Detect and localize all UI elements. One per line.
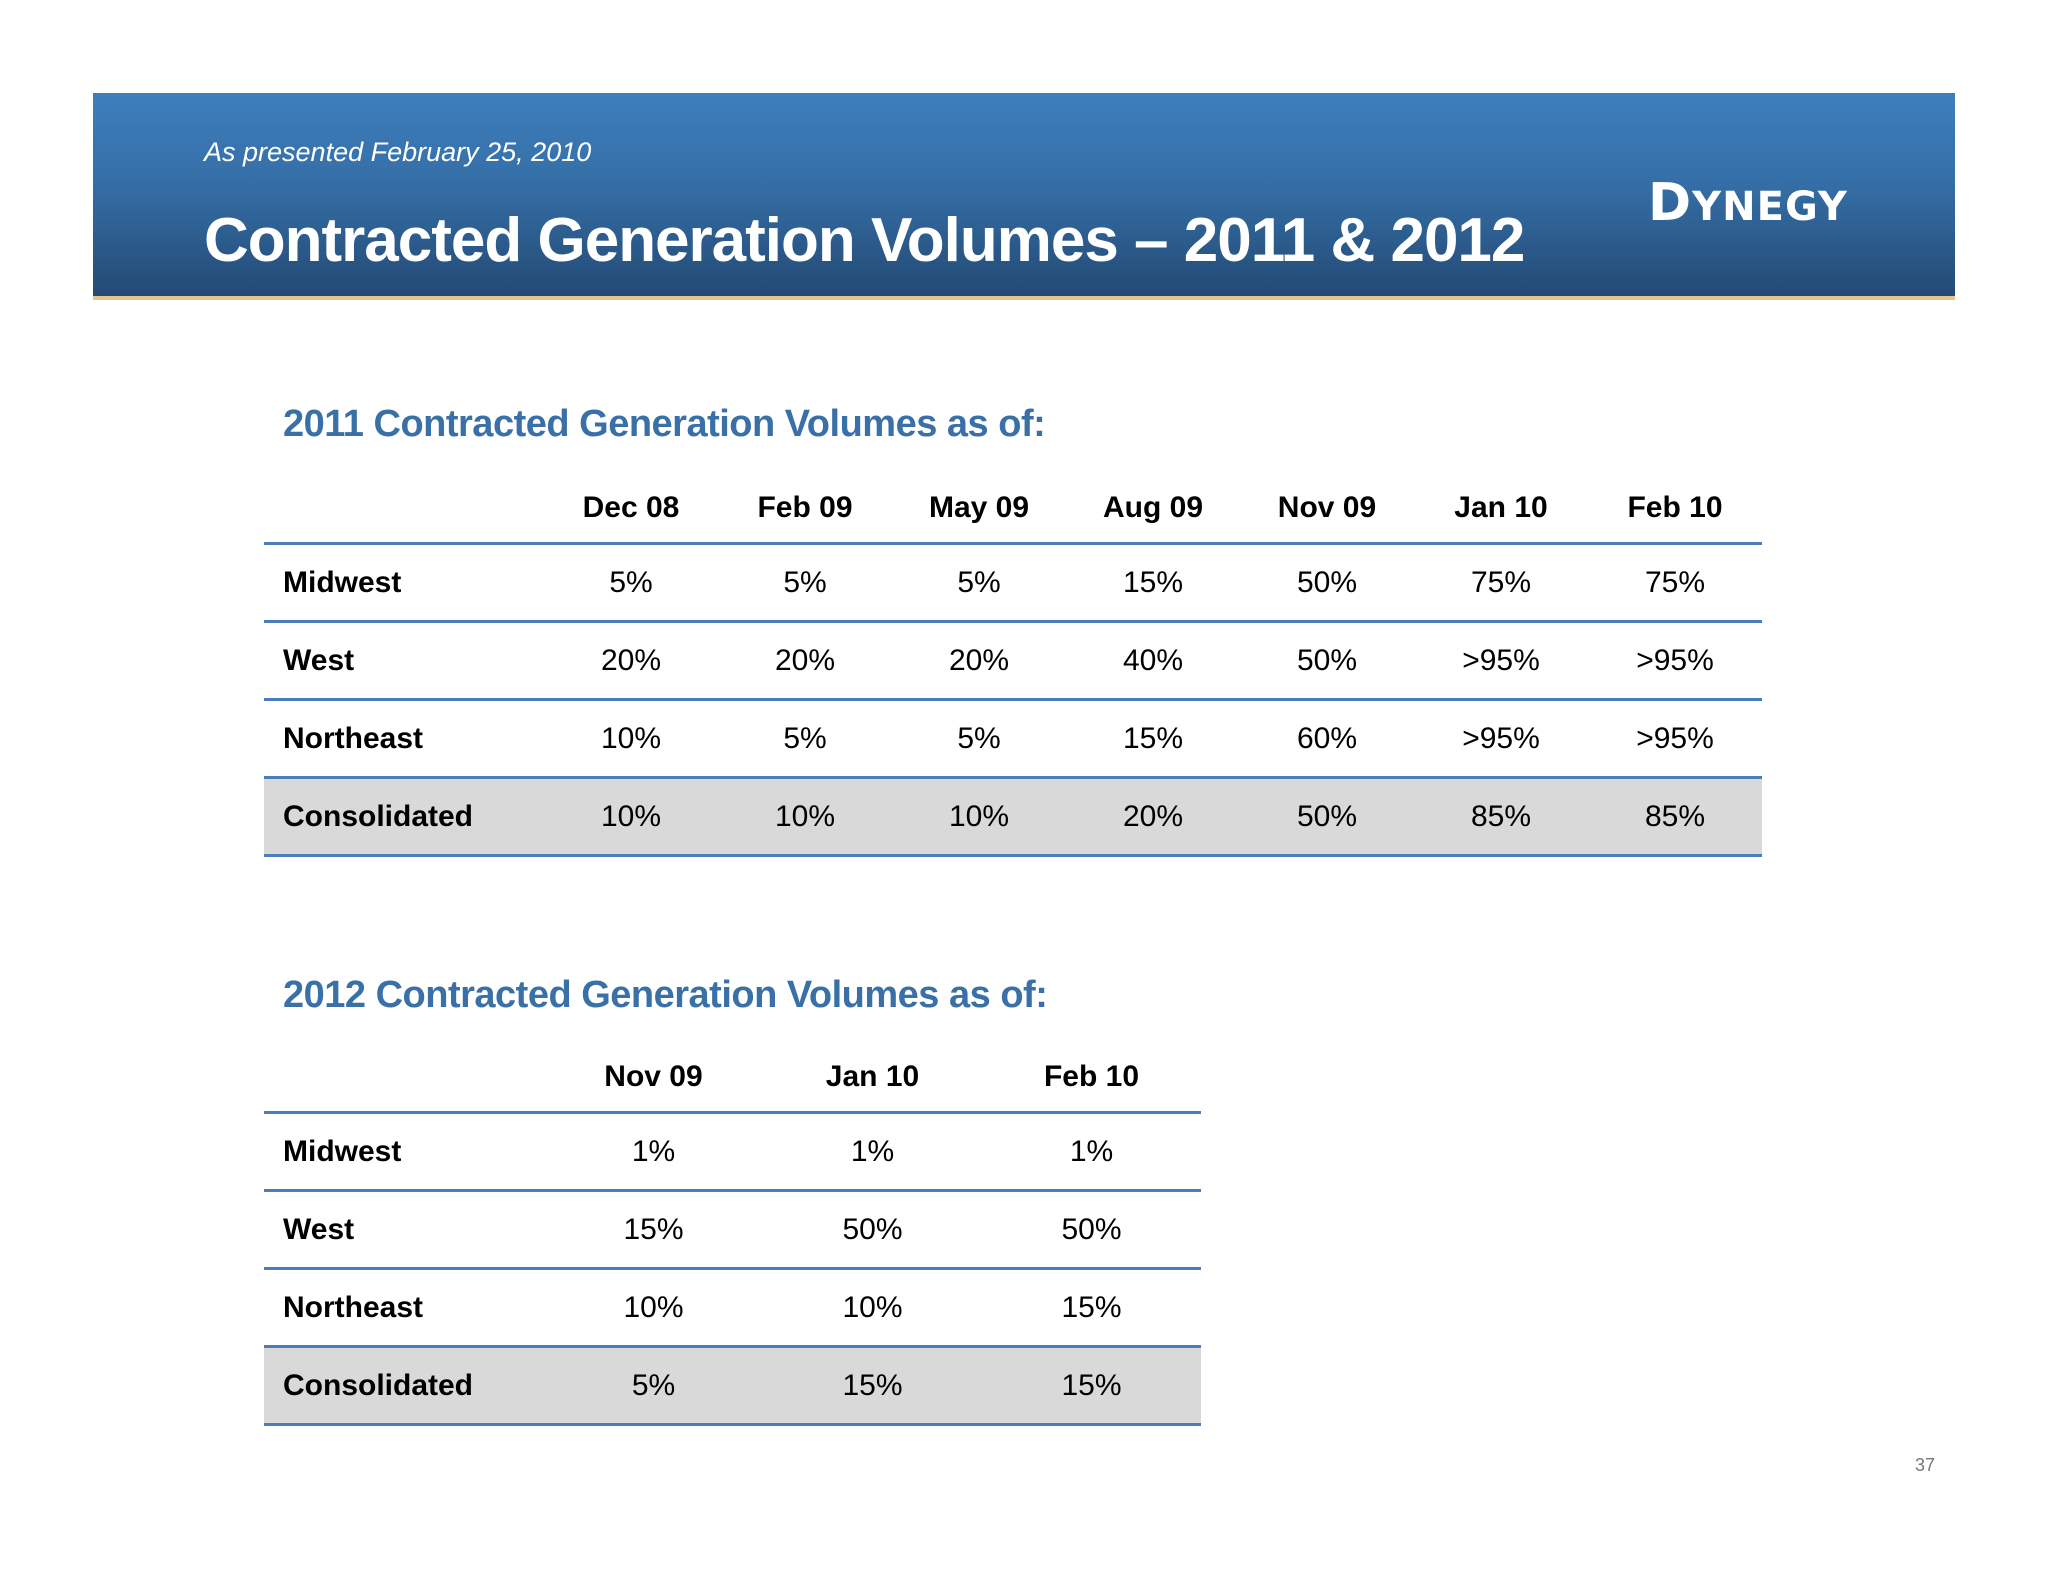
section-title-2011: 2011 Contracted Generation Volumes as of… bbox=[283, 403, 1046, 445]
table-cell: 40% bbox=[1066, 621, 1240, 701]
table-cell: 10% bbox=[763, 1268, 982, 1348]
table-cell: 20% bbox=[1066, 777, 1240, 857]
table-row: Northeast 10% 5% 5% 15% 60% >95% >95% bbox=[264, 699, 1762, 779]
row-label: Midwest bbox=[264, 1112, 544, 1192]
column-header: Feb 10 bbox=[982, 1043, 1201, 1114]
table-header-row: Dec 08 Feb 09 May 09 Aug 09 Nov 09 Jan 10 Feb … bbox=[264, 474, 1762, 545]
table-cell: 85% bbox=[1588, 777, 1762, 857]
section-title-2012: 2012 Contracted Generation Volumes as of… bbox=[283, 974, 1048, 1016]
row-label: Midwest bbox=[264, 543, 544, 623]
table-row: Midwest 5% 5% 5% 15% 50% 75% 75% bbox=[264, 543, 1762, 623]
column-header: Feb 09 bbox=[718, 474, 892, 545]
table-cell: 5% bbox=[544, 543, 718, 623]
table-cell: 50% bbox=[1240, 543, 1414, 623]
table-cell: 60% bbox=[1240, 699, 1414, 779]
table-row: West 15% 50% 50% bbox=[264, 1190, 1201, 1270]
table-row: Consolidated 10% 10% 10% 20% 50% 85% 85% bbox=[264, 777, 1762, 857]
table-cell: >95% bbox=[1414, 699, 1588, 779]
table-row: West 20% 20% 20% 40% 50% >95% >95% bbox=[264, 621, 1762, 701]
row-label: Consolidated bbox=[264, 1346, 544, 1426]
header-empty bbox=[264, 474, 544, 545]
table-cell: 10% bbox=[544, 699, 718, 779]
table-cell: 10% bbox=[892, 777, 1066, 857]
table-cell: 1% bbox=[982, 1112, 1201, 1192]
table-cell: 50% bbox=[1240, 777, 1414, 857]
table-2012: Nov 09 Jan 10 Feb 10 Midwest 1% 1% 1% West 15% 5… bbox=[264, 1043, 1201, 1426]
table-cell: 5% bbox=[544, 1346, 763, 1426]
table-cell: 50% bbox=[1240, 621, 1414, 701]
row-label: West bbox=[264, 1190, 544, 1270]
column-header: Feb 10 bbox=[1588, 474, 1762, 545]
column-header: Dec 08 bbox=[544, 474, 718, 545]
table-cell: >95% bbox=[1588, 621, 1762, 701]
table-cell: 5% bbox=[718, 543, 892, 623]
presented-date: As presented February 25, 2010 bbox=[204, 137, 592, 167]
header-empty bbox=[264, 1043, 544, 1114]
dynegy-logo: DYNEGY bbox=[1648, 173, 1848, 233]
table-cell: 20% bbox=[892, 621, 1066, 701]
table-cell: 5% bbox=[718, 699, 892, 779]
table-cell: 15% bbox=[1066, 543, 1240, 623]
table-cell: >95% bbox=[1588, 699, 1762, 779]
table-cell: 15% bbox=[1066, 699, 1240, 779]
column-header: Nov 09 bbox=[1240, 474, 1414, 545]
column-header: Nov 09 bbox=[544, 1043, 763, 1114]
table-row: Consolidated 5% 15% 15% bbox=[264, 1346, 1201, 1426]
table-cell: 10% bbox=[544, 777, 718, 857]
table-cell: 75% bbox=[1588, 543, 1762, 623]
table-cell: 50% bbox=[982, 1190, 1201, 1270]
column-header: May 09 bbox=[892, 474, 1066, 545]
table-cell: 20% bbox=[544, 621, 718, 701]
column-header: Jan 10 bbox=[1414, 474, 1588, 545]
table-cell: 10% bbox=[718, 777, 892, 857]
table-cell: 20% bbox=[718, 621, 892, 701]
table-cell: 15% bbox=[544, 1190, 763, 1270]
table-cell: 85% bbox=[1414, 777, 1588, 857]
table-row: Northeast 10% 10% 15% bbox=[264, 1268, 1201, 1348]
slide-header: As presented February 25, 2010 Contracte… bbox=[93, 93, 1955, 300]
row-label: Northeast bbox=[264, 1268, 544, 1348]
table-cell: 75% bbox=[1414, 543, 1588, 623]
row-label: Consolidated bbox=[264, 777, 544, 857]
table-cell: 50% bbox=[763, 1190, 982, 1270]
table-row: Midwest 1% 1% 1% bbox=[264, 1112, 1201, 1192]
table-cell: 1% bbox=[763, 1112, 982, 1192]
slide-title: Contracted Generation Volumes – 2011 & 2… bbox=[204, 206, 1525, 275]
table-header-row: Nov 09 Jan 10 Feb 10 bbox=[264, 1043, 1201, 1114]
table-cell: 15% bbox=[982, 1346, 1201, 1426]
table-cell: >95% bbox=[1414, 621, 1588, 701]
table-cell: 1% bbox=[544, 1112, 763, 1192]
page-number: 37 bbox=[1915, 1455, 1936, 1475]
table-cell: 5% bbox=[892, 699, 1066, 779]
table-cell: 10% bbox=[544, 1268, 763, 1348]
column-header: Aug 09 bbox=[1066, 474, 1240, 545]
table-cell: 15% bbox=[982, 1268, 1201, 1348]
table-cell: 5% bbox=[892, 543, 1066, 623]
column-header: Jan 10 bbox=[763, 1043, 982, 1114]
row-label: Northeast bbox=[264, 699, 544, 779]
row-label: West bbox=[264, 621, 544, 701]
table-cell: 15% bbox=[763, 1346, 982, 1426]
table-2011: Dec 08 Feb 09 May 09 Aug 09 Nov 09 Jan 10 Feb … bbox=[264, 474, 1762, 857]
